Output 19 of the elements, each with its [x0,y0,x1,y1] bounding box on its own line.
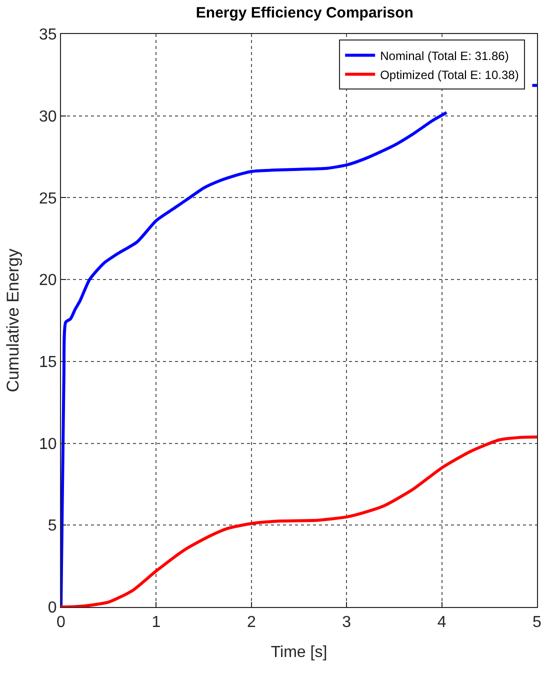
y-tick-label: 10 [39,436,57,453]
x-tick-label: 5 [532,614,542,632]
chart-title: Energy Efficiency Comparison [196,4,414,22]
y-axis-title: Cumulative Energy [4,248,23,392]
y-tick-label: 30 [39,108,57,126]
x-tick-label: 1 [152,614,161,632]
y-tick-label: 5 [48,518,57,535]
legend-label: Optimized (Total E: 10.38) [380,68,519,82]
y-tick-label: 25 [39,190,57,208]
line-series [61,436,537,607]
y-tick-label: 20 [39,272,57,290]
x-tick-label: 2 [246,614,256,632]
y-tick-label: 15 [39,354,57,372]
x-tick-label: 4 [437,614,446,632]
legend-label: Nominal (Total E: 31.86) [380,48,509,63]
x-tick-label: 3 [342,614,352,632]
y-tick-label: 35 [39,26,57,44]
x-axis-title: Time [s] [270,644,328,661]
y-tick-label: 0 [48,600,57,617]
